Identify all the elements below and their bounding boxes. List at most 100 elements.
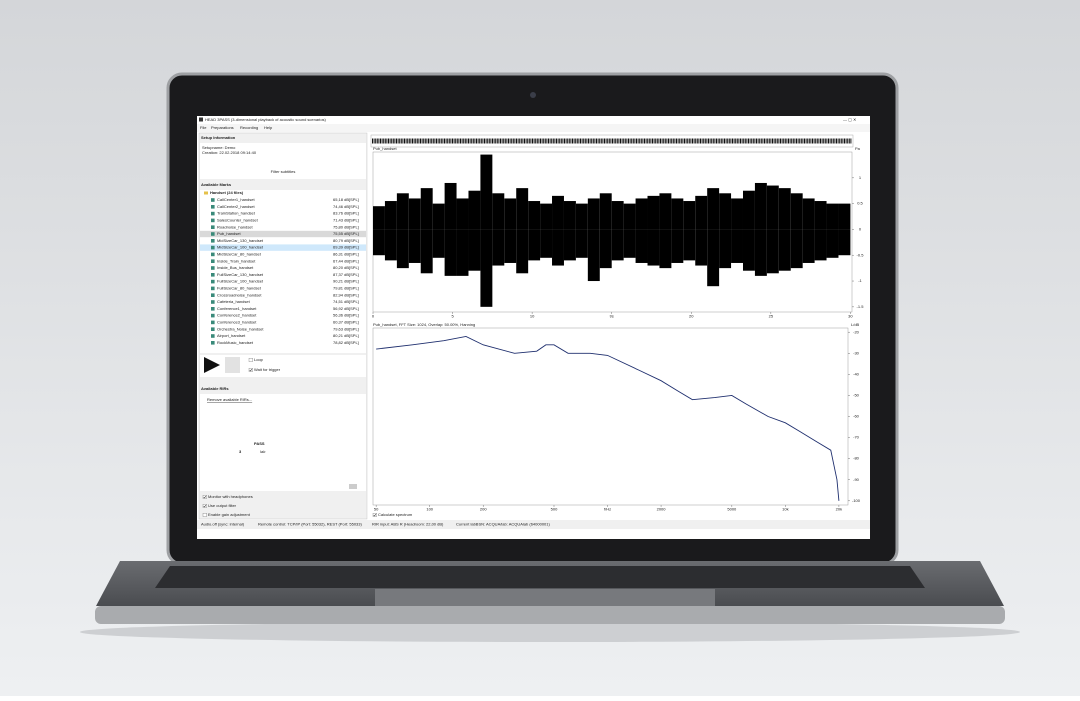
mark-name[interactable]: FullSizeCar_130_handset <box>217 272 264 277</box>
wave-segment <box>480 229 493 307</box>
wave-segment <box>731 229 743 263</box>
file-icon <box>211 273 215 277</box>
wave-segment <box>838 203 851 230</box>
y-tick-label: -1 <box>858 278 862 283</box>
mark-name[interactable]: Conference3_handset <box>217 319 257 324</box>
file-icon <box>211 198 215 202</box>
window-title: HEAD 3PASS (3-dimensional playback of ac… <box>205 117 327 122</box>
checkbox-label[interactable]: Loop <box>254 357 264 362</box>
wave-segment <box>742 190 755 230</box>
setup-creation: Creation: 22.02.2018 09:14:40 <box>202 150 257 155</box>
checkbox-label[interactable]: Wait for trigger <box>254 367 281 372</box>
wave-segment <box>623 229 636 258</box>
file-icon <box>211 320 215 325</box>
shadow <box>80 622 1020 642</box>
mark-name[interactable]: TrainStation_handset <box>217 211 256 216</box>
x-tick-label: 5000 <box>727 507 737 512</box>
mark-level: 75,55 dB[SPL] <box>333 231 359 236</box>
checkbox[interactable] <box>248 368 253 372</box>
rirs-link[interactable]: Remove available RIRs... <box>207 397 252 402</box>
wave-segment <box>826 203 839 230</box>
y-tick-label: -30 <box>853 350 860 355</box>
wave-segment <box>814 229 827 261</box>
mark-name[interactable]: MidSizeCar_130_handset <box>217 238 264 243</box>
file-icon <box>211 307 215 311</box>
mark-name[interactable]: Pub_handset <box>217 231 241 236</box>
mark-name[interactable]: RockMusic_handset <box>217 340 254 345</box>
x-tick-label: 100 <box>426 507 433 512</box>
wave-segment <box>516 188 529 230</box>
mark-level: 79,81 dB[SPL] <box>333 285 359 290</box>
menu-bar <box>197 124 870 132</box>
wave-segment <box>611 201 624 230</box>
chart-title: Pub_handset <box>373 146 397 151</box>
menu-item[interactable]: Help <box>264 125 273 130</box>
checkbox-label[interactable]: Use output filter <box>208 503 237 508</box>
wave-segment <box>396 229 409 269</box>
rir-control[interactable] <box>349 484 357 489</box>
x-tick-label: 0 <box>372 314 375 319</box>
mark-level: 56,92 dB[SPL] <box>333 306 359 311</box>
mark-name[interactable]: CallCenter2_handset <box>217 204 255 209</box>
mark-name[interactable]: Orchestra_Noise_handset <box>217 326 264 331</box>
section-heading: Available Marks <box>201 182 232 187</box>
checkbox[interactable] <box>372 513 377 517</box>
wave-segment <box>599 229 612 269</box>
mark-name[interactable]: FullSizeCar_80_handset <box>217 285 262 290</box>
mark-name[interactable]: Conference2_handset <box>217 313 257 318</box>
wave-segment <box>396 193 409 230</box>
checkbox-label[interactable]: Calculate spectrum <box>378 512 413 517</box>
mark-name[interactable]: FullSizeCar_100_handset <box>217 279 264 284</box>
y-tick-label: -100 <box>852 498 861 503</box>
mark-name[interactable]: Inside_Train_handset <box>217 258 256 263</box>
title-bar <box>197 116 870 124</box>
x-tick-label: 5 <box>451 314 454 319</box>
mark-name[interactable]: SalesCounter_handset <box>217 217 259 222</box>
stop-button[interactable] <box>225 357 240 373</box>
mark-name[interactable]: MidSizeCar_80_handset <box>217 251 262 256</box>
checkbox[interactable] <box>202 513 207 517</box>
mark-name[interactable]: Roadnoise_handset <box>217 224 253 229</box>
wave-segment <box>456 198 469 230</box>
wave-segment <box>742 229 755 271</box>
checkbox[interactable] <box>202 495 207 499</box>
check <box>373 513 377 517</box>
file-icon <box>211 205 215 209</box>
checkbox-label[interactable]: Enable gain adjustment <box>208 512 251 517</box>
mark-name[interactable]: CallCenter1_handset <box>217 197 255 202</box>
checkbox[interactable] <box>202 504 207 508</box>
wave-segment <box>671 229 684 263</box>
wave-segment <box>611 229 624 261</box>
mark-name[interactable]: Airport_handset <box>217 333 246 338</box>
wave-segment <box>766 185 779 230</box>
keyboard <box>155 566 925 588</box>
checkbox-label[interactable]: Monitor with headphones <box>208 494 253 499</box>
y-axis-label: Pa <box>855 146 861 151</box>
wave-segment <box>408 229 421 263</box>
wave-segment <box>635 229 648 263</box>
mark-name[interactable]: Conference1_handset <box>217 306 257 311</box>
mark-level: 78,82 dB[SPL] <box>333 340 359 345</box>
wave-segment <box>754 229 767 276</box>
status-item: Remote control: TCP/IP (Port: 55032), RE… <box>258 522 362 527</box>
trackpad <box>375 589 715 606</box>
menu-item[interactable]: File <box>200 125 207 130</box>
filter-button[interactable]: Filter subtitles <box>271 169 296 174</box>
mark-level: 71,43 dB[SPL] <box>333 217 359 222</box>
checkbox[interactable] <box>248 358 253 362</box>
window-controls[interactable]: — ▢ ✕ <box>843 117 856 122</box>
play-button[interactable] <box>204 357 220 373</box>
check <box>203 504 207 508</box>
mark-name[interactable]: Inside_Bus_handset <box>217 265 254 270</box>
mark-name[interactable]: Crossroadnoise_handset <box>217 292 262 297</box>
y-tick-label: -1.5 <box>857 304 865 309</box>
menu-item[interactable]: Preparations <box>211 125 234 130</box>
spectrum-line <box>376 335 840 501</box>
mark-name[interactable]: MidSizeCar_100_handset <box>217 245 264 250</box>
status-bar <box>197 520 870 529</box>
x-tick-label: f/Hz <box>604 507 611 512</box>
mark-name[interactable]: Cafeteria_handset <box>217 299 251 304</box>
mark-level: 82,94 dB[SPL] <box>333 292 359 297</box>
mark-level: 79,63 dB[SPL] <box>333 326 359 331</box>
menu-item[interactable]: Recording <box>240 125 258 130</box>
